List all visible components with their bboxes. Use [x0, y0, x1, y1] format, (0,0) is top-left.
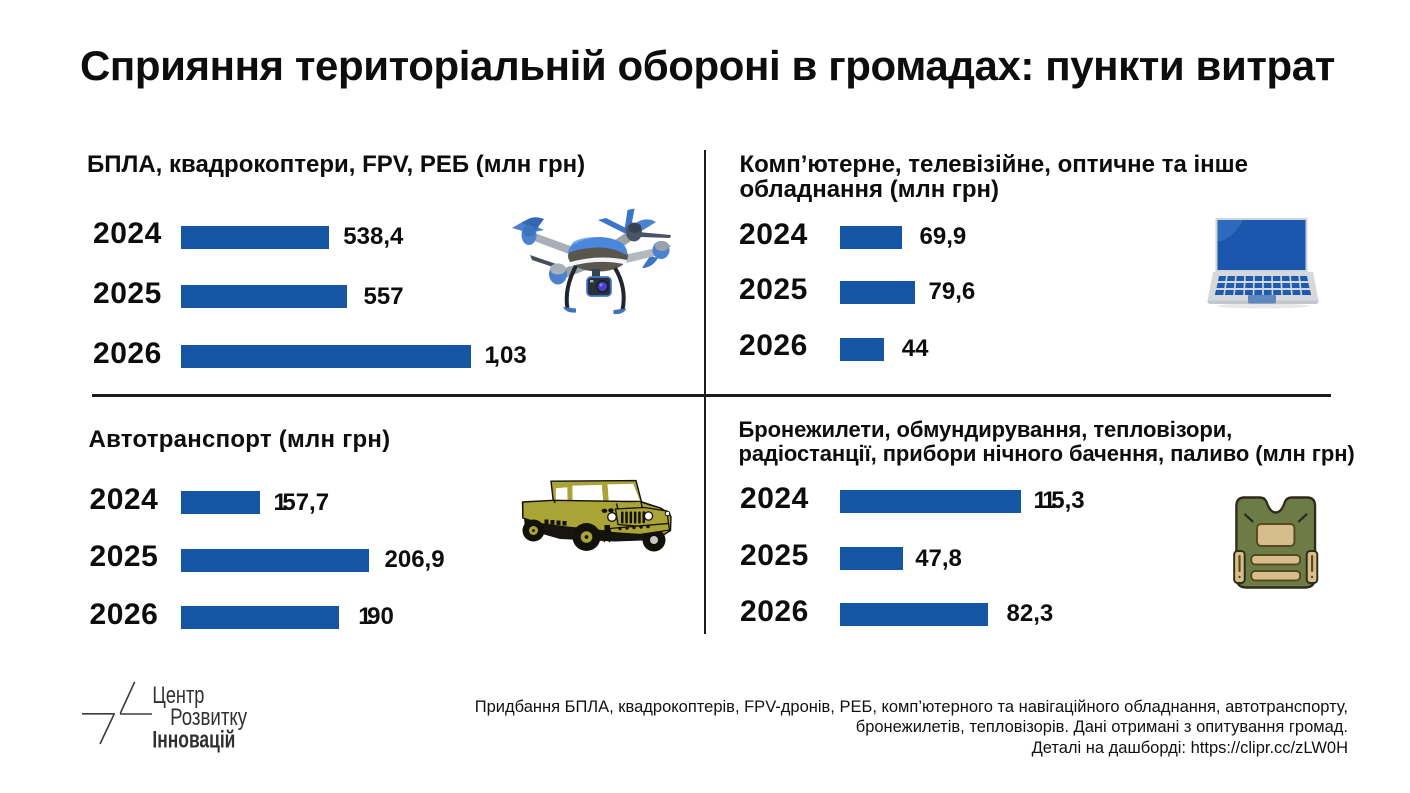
- svg-text:Інновацій: Інновацій: [152, 726, 235, 753]
- svg-text:Розвитку: Розвитку: [170, 704, 247, 731]
- svg-text:Центр: Центр: [152, 682, 204, 709]
